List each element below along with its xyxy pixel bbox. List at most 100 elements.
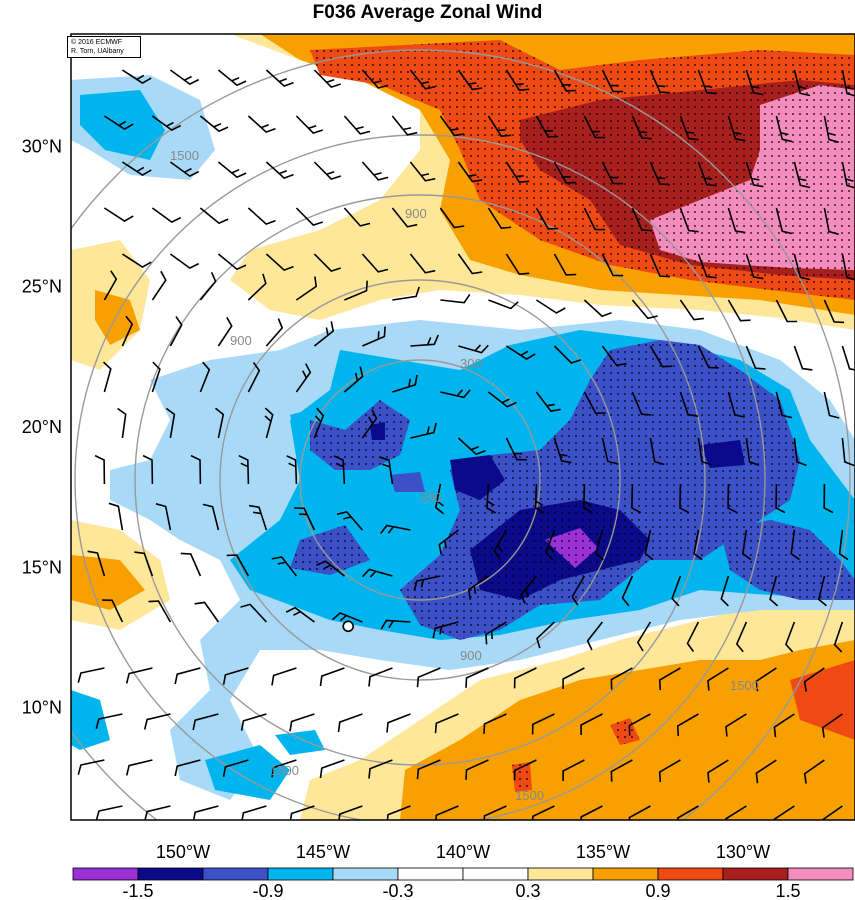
wind-barb-263 xyxy=(435,805,459,820)
wind-barb-217 xyxy=(513,667,537,689)
wind-barb-233 xyxy=(531,713,555,735)
wind-barb-254 xyxy=(755,759,777,784)
wind-barb-93 xyxy=(727,299,751,322)
wind-barb-211 xyxy=(222,667,249,685)
wind-barb-239 xyxy=(821,713,843,738)
wind-barb-32 xyxy=(121,161,152,177)
wind-barb-242 xyxy=(174,759,201,777)
lon-label-2: 140°W xyxy=(436,842,490,862)
wind-barb-116 xyxy=(295,363,312,393)
wind-barb-192 xyxy=(102,599,124,623)
wind-barb-154 xyxy=(582,483,593,514)
wind-barb-73 xyxy=(553,253,577,276)
wind-barb-96 xyxy=(121,315,134,347)
wind-barb-133 xyxy=(361,409,378,439)
wind-barb-34 xyxy=(217,161,247,179)
wind-barb-75 xyxy=(649,253,670,278)
storm-center-marker xyxy=(342,620,355,633)
wind-barb-49 xyxy=(151,207,182,224)
wind-barb-94 xyxy=(775,299,798,323)
colorbar-label-5: 1.5 xyxy=(775,881,800,900)
wind-barb-25 xyxy=(535,115,559,138)
wind-barb-31 xyxy=(823,115,839,144)
wind-barb-231 xyxy=(434,713,459,734)
wind-barb-172 xyxy=(693,529,703,561)
wind-barb-44 xyxy=(697,161,717,187)
wind-barb-175 xyxy=(838,529,849,561)
wind-barb-97 xyxy=(169,316,183,347)
wind-barb-219 xyxy=(610,667,633,690)
wind-barb-9 xyxy=(553,69,577,92)
wind-barb-249 xyxy=(513,759,537,781)
wind-barb-47 xyxy=(841,161,855,189)
wind-barb-82 xyxy=(199,271,217,301)
wind-barb-15 xyxy=(841,69,855,97)
wind-barb-21 xyxy=(343,115,371,135)
wind-barb-58 xyxy=(583,207,606,231)
wind-barb-2 xyxy=(217,69,247,87)
wind-barb-48 xyxy=(103,207,134,223)
lon-label-4: 130°W xyxy=(716,842,770,862)
wind-barb-23 xyxy=(439,115,465,137)
wind-field: 300 300 900 900 900 1500 1500 1500 1500 xyxy=(71,34,855,820)
wind-barb-176 xyxy=(87,550,106,577)
wind-barb-138 xyxy=(601,437,618,465)
wind-barb-260 xyxy=(289,805,315,820)
wind-barb-146 xyxy=(190,454,202,485)
wind-barb-256 xyxy=(95,805,123,820)
wind-barb-91 xyxy=(631,299,658,320)
wind-barb-225 xyxy=(143,713,171,730)
wind-barb-86 xyxy=(392,286,420,301)
wind-barb-143 xyxy=(841,437,855,467)
wind-barb-162 xyxy=(202,503,220,531)
colorbar-swatch-0 xyxy=(72,867,139,881)
lat-label-0: 30°N xyxy=(22,136,62,156)
wind-barb-12 xyxy=(697,69,717,95)
wind-barb-134 xyxy=(410,422,437,439)
wind-barb-267 xyxy=(628,805,651,820)
wind-barb-200 xyxy=(485,621,507,645)
wind-barb-95 xyxy=(823,299,845,324)
wind-barb-206 xyxy=(784,621,796,653)
colorbar-swatch-6 xyxy=(462,867,529,881)
wind-barb-147 xyxy=(238,454,250,485)
wind-barb-198 xyxy=(380,619,411,630)
wind-barb-167 xyxy=(438,529,459,555)
wind-barb-42 xyxy=(601,161,624,185)
wind-barb-111 xyxy=(841,345,855,371)
wind-barb-177 xyxy=(134,551,154,577)
wind-barb-79 xyxy=(841,253,855,281)
wind-barb-141 xyxy=(745,437,760,466)
wind-barb-90 xyxy=(583,299,612,318)
wind-barb-189 xyxy=(720,575,730,607)
wind-barb-36 xyxy=(313,161,342,181)
wind-barb-228 xyxy=(289,713,315,732)
wind-barb-27 xyxy=(631,115,652,140)
wind-barb-30 xyxy=(775,115,793,143)
wind-barb-232 xyxy=(483,713,507,734)
colorbar-swatch-7 xyxy=(527,867,594,881)
wind-barb-129 xyxy=(165,407,176,439)
wind-barb-195 xyxy=(240,603,267,623)
wind-barb-92 xyxy=(679,299,705,321)
wind-barb-99 xyxy=(265,318,284,347)
latitude-labels: 30°N 25°N 20°N 15°N 10°N xyxy=(22,136,62,717)
wind-barb-83 xyxy=(247,273,267,301)
wind-barb-112 xyxy=(102,361,112,393)
wind-barb-80 xyxy=(103,270,118,301)
wind-barb-261 xyxy=(338,805,363,820)
wind-barb-148 xyxy=(286,455,298,485)
wind-barb-170 xyxy=(595,529,604,561)
wind-barb-51 xyxy=(247,207,276,226)
wind-barb-5 xyxy=(361,69,389,89)
wind-barb-101 xyxy=(362,326,386,347)
colorbar-tick-labels: -1.5 -0.9 -0.3 0.3 0.9 1.5 xyxy=(122,881,800,900)
wind-barb-222 xyxy=(755,667,777,692)
colorbar-swatch-10 xyxy=(722,867,789,881)
wind-barb-251 xyxy=(610,759,633,782)
wind-barb-121 xyxy=(535,391,561,412)
wind-barb-250 xyxy=(562,759,585,781)
wind-barb-165 xyxy=(336,511,364,531)
wind-barb-157 xyxy=(727,483,738,514)
wind-barb-248 xyxy=(465,759,489,780)
